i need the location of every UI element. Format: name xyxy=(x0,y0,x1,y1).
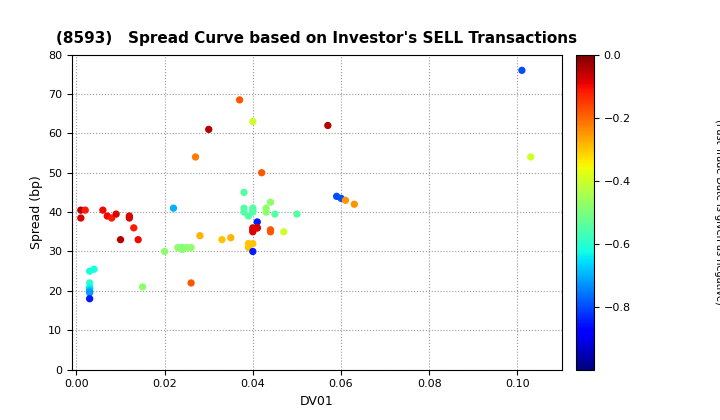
Point xyxy=(194,232,206,239)
Point xyxy=(340,197,351,204)
Point xyxy=(106,215,117,221)
Point xyxy=(84,284,96,290)
Point xyxy=(238,209,250,215)
Point xyxy=(291,211,302,218)
Y-axis label: Spread (bp): Spread (bp) xyxy=(30,175,42,249)
Point xyxy=(84,295,96,302)
Point xyxy=(243,240,254,247)
Point xyxy=(176,246,188,253)
Point xyxy=(247,240,258,247)
Point xyxy=(181,244,192,251)
Point xyxy=(128,224,140,231)
Point xyxy=(225,234,237,241)
X-axis label: DV01: DV01 xyxy=(300,395,333,408)
Point xyxy=(137,284,148,290)
Point xyxy=(75,207,86,213)
Point xyxy=(265,199,276,206)
Point xyxy=(247,224,258,231)
Point xyxy=(110,211,122,218)
Point xyxy=(124,215,135,221)
Point xyxy=(251,218,263,225)
Point xyxy=(247,248,258,255)
Point xyxy=(185,244,197,251)
Point xyxy=(265,226,276,233)
Point xyxy=(331,193,343,199)
Point xyxy=(159,248,171,255)
Point xyxy=(84,289,96,296)
Point xyxy=(84,286,96,292)
Point xyxy=(247,228,258,235)
Point xyxy=(525,154,536,160)
Point xyxy=(238,189,250,196)
Point xyxy=(247,205,258,212)
Point xyxy=(322,122,333,129)
Point xyxy=(172,244,184,251)
Point xyxy=(168,205,179,212)
Point xyxy=(261,209,272,215)
Point xyxy=(75,215,86,221)
Point xyxy=(114,236,126,243)
Point xyxy=(247,118,258,125)
Point xyxy=(247,209,258,215)
Point xyxy=(238,205,250,212)
Point xyxy=(256,169,267,176)
Point xyxy=(203,126,215,133)
Point xyxy=(336,195,347,202)
Point xyxy=(124,213,135,219)
Point xyxy=(97,207,109,213)
Point xyxy=(516,67,528,74)
Point xyxy=(216,236,228,243)
Y-axis label: Time in years between 5/16/2025 and Trade Date
(Past Trade Date is given as nega: Time in years between 5/16/2025 and Trad… xyxy=(714,91,720,333)
Point xyxy=(132,236,144,243)
Point xyxy=(278,228,289,235)
Point xyxy=(265,228,276,235)
Point xyxy=(84,280,96,286)
Point xyxy=(176,244,188,251)
Point xyxy=(261,205,272,212)
Point xyxy=(84,287,96,294)
Point xyxy=(234,97,246,103)
Point xyxy=(84,268,96,275)
Point xyxy=(247,207,258,213)
Point xyxy=(185,280,197,286)
Title: (8593)   Spread Curve based on Investor's SELL Transactions: (8593) Spread Curve based on Investor's … xyxy=(56,32,577,47)
Point xyxy=(247,226,258,233)
Point xyxy=(243,244,254,251)
Point xyxy=(89,266,100,273)
Point xyxy=(79,207,91,213)
Point xyxy=(190,154,202,160)
Point xyxy=(243,213,254,219)
Point xyxy=(251,224,263,231)
Point xyxy=(251,224,263,231)
Point xyxy=(348,201,360,207)
Point xyxy=(102,213,113,219)
Point xyxy=(269,211,281,218)
